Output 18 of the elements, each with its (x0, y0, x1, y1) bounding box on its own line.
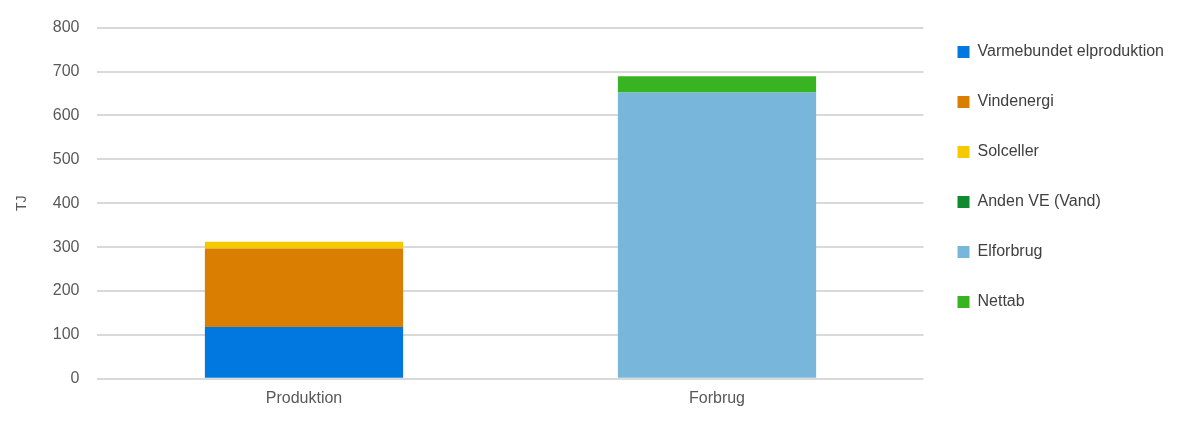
y-tick-label: 500 (52, 149, 80, 167)
legend-label: Elforbrug (977, 242, 1043, 260)
x-tick-label: Produktion (265, 388, 343, 406)
legend-label: Vindenergi (977, 92, 1054, 110)
y-tick-label: 200 (52, 281, 80, 299)
legend-label: Anden VE (Vand) (977, 192, 1101, 210)
y-tick-label: 400 (52, 193, 80, 211)
legend-label: Solceller (977, 142, 1040, 160)
x-tick-label: Forbrug (688, 388, 746, 406)
y-tick-label: 0 (70, 369, 80, 387)
y-axis-title: TJ (13, 195, 30, 211)
y-tick-label: 100 (52, 325, 80, 343)
legend-label: Nettab (977, 292, 1025, 310)
y-tick-label: 800 (52, 18, 80, 36)
y-tick-label: 700 (52, 61, 80, 79)
y-tick-label: 300 (52, 237, 80, 255)
y-tick-label: 600 (52, 105, 80, 123)
legend-label: Varmebundet elproduktion (977, 42, 1165, 60)
